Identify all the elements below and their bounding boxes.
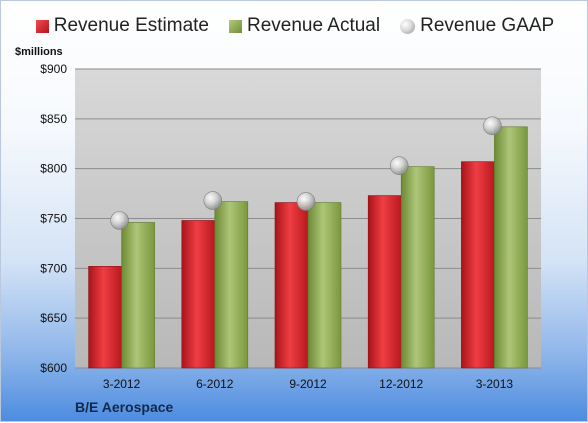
bar-estimate (88, 266, 122, 369)
marker-gaap (203, 191, 223, 210)
x-tick-label: 12-2012 (379, 377, 423, 391)
bar-actual (214, 201, 249, 369)
bar-actual (121, 222, 155, 369)
y-tick-label: $850 (40, 112, 67, 126)
gaap-markers (110, 116, 502, 230)
y-tick-label: $650 (40, 311, 67, 325)
y-axis-tick-labels: $600 $650 $700 $750 $800 $850 $900 (40, 62, 67, 375)
x-tick-label: 3-2013 (476, 377, 514, 391)
legend-label-gaap: Revenue GAAP (420, 15, 555, 36)
x-tick-label: 6-2012 (196, 377, 234, 391)
y-axis-unit-label: $millions (15, 46, 63, 58)
marker-gaap (483, 116, 502, 136)
bar-estimate (181, 220, 216, 369)
y-tick-label: $900 (40, 62, 67, 76)
bars (88, 126, 528, 369)
bar-estimate (461, 161, 495, 369)
marker-gaap (296, 192, 316, 211)
marker-gaap (110, 211, 129, 230)
legend-swatch-actual (229, 19, 242, 33)
bar-estimate (367, 195, 402, 369)
y-tick-label: $600 (40, 361, 67, 375)
legend-label-estimate: Revenue Estimate (53, 15, 209, 36)
bar-actual (494, 126, 528, 369)
legend-swatch-gaap (400, 18, 416, 34)
company-caption: B/E Aerospace (75, 399, 174, 415)
y-tick-label: $750 (40, 212, 67, 226)
legend-item-gaap: Revenue GAAP (400, 15, 554, 37)
x-tick-label: 9-2012 (289, 377, 327, 391)
x-tick-label: 3-2012 (103, 377, 141, 391)
legend-item-actual: Revenue Actual (229, 15, 380, 37)
y-tick-label: $700 (40, 261, 67, 275)
legend: Revenue Estimate Revenue Actual Revenue … (1, 15, 588, 37)
bar-estimate (274, 202, 309, 369)
legend-swatch-estimate (35, 19, 49, 33)
x-axis-tick-labels: 3-2012 6-2012 9-2012 12-2012 3-2013 (103, 377, 513, 391)
marker-gaap (389, 156, 409, 175)
bar-actual (400, 166, 435, 369)
bar-actual (307, 202, 342, 369)
y-tick-label: $800 (40, 162, 67, 176)
legend-label-actual: Revenue Actual (247, 15, 381, 36)
legend-item-estimate: Revenue Estimate (35, 15, 209, 37)
